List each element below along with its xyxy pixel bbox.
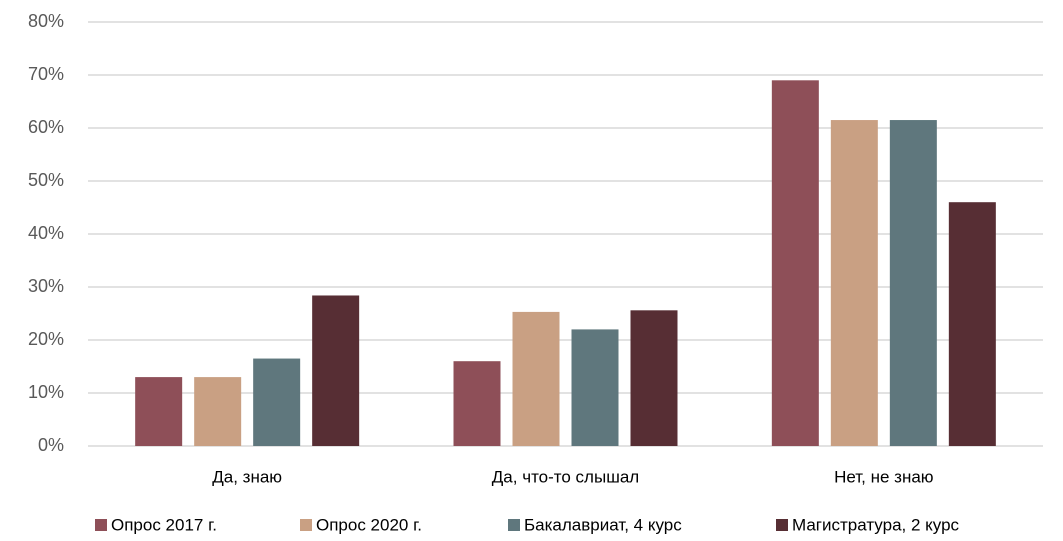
y-tick-label: 0% <box>38 435 64 455</box>
y-tick-label: 20% <box>28 329 64 349</box>
y-tick-label: 50% <box>28 170 64 190</box>
y-tick-label: 40% <box>28 223 64 243</box>
bar <box>771 80 819 447</box>
legend-swatch <box>95 519 107 531</box>
legend-label: Опрос 2020 г. <box>316 515 422 534</box>
y-tick-label: 30% <box>28 276 64 296</box>
bar <box>948 202 996 446</box>
x-tick-label: Да, знаю <box>212 467 282 486</box>
y-tick-label: 60% <box>28 117 64 137</box>
legend-label: Бакалавриат, 4 курс <box>524 515 682 534</box>
bar <box>571 329 619 446</box>
y-tick-label: 70% <box>28 64 64 84</box>
bar <box>889 120 937 447</box>
bar <box>135 377 183 446</box>
bar <box>312 295 360 446</box>
x-tick-label: Да, что-то слышал <box>492 467 639 486</box>
bar <box>512 311 560 446</box>
y-tick-label: 10% <box>28 382 64 402</box>
bar <box>630 310 678 446</box>
legend-swatch <box>776 519 788 531</box>
bar <box>194 377 242 446</box>
bar <box>453 361 501 446</box>
legend-swatch <box>300 519 312 531</box>
legend-label: Опрос 2017 г. <box>111 515 217 534</box>
x-tick-label: Нет, не знаю <box>834 467 934 486</box>
legend-swatch <box>508 519 520 531</box>
bar <box>253 358 301 446</box>
legend-label: Магистратура, 2 курс <box>792 515 960 534</box>
y-tick-label: 80% <box>28 11 64 31</box>
bar <box>830 120 878 447</box>
